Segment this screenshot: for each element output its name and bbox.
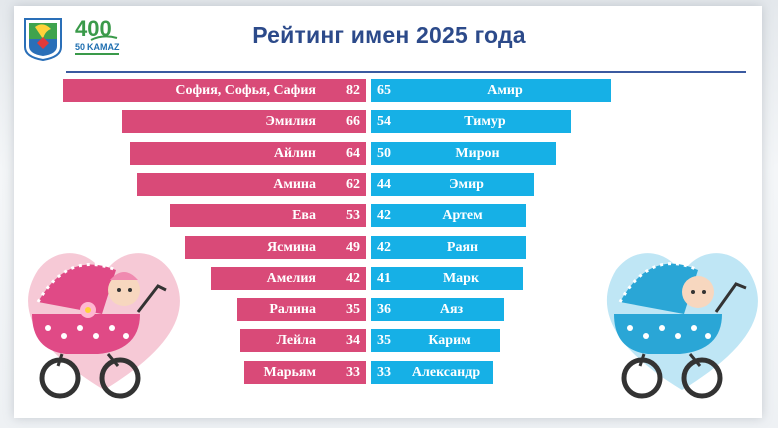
girl-value-label: 35	[346, 302, 360, 317]
girl-value-label: 66	[346, 114, 360, 129]
boy-value-label: 33	[377, 365, 391, 380]
boy-value-label: 41	[377, 271, 391, 286]
boy-value-label: 35	[377, 333, 391, 348]
kamaz-text: KAMAZ	[87, 42, 120, 52]
girl-name-label: Айлин	[273, 146, 316, 161]
boy-value-label: 44	[377, 177, 391, 192]
boy-name-label: Карим	[428, 333, 471, 348]
girl-bar: Амелия 42	[211, 267, 366, 290]
girl-name-label: Амелия	[266, 271, 316, 286]
boy-bar: Мирон 50	[371, 142, 556, 165]
kamaz-number: 50	[75, 42, 85, 52]
girl-name-label: София, Софья, Сафия	[175, 83, 316, 98]
girl-value-label: 62	[346, 177, 360, 192]
boy-bar: Раян 42	[371, 236, 526, 259]
girl-name-label: Ралина	[269, 302, 316, 317]
girl-bar: Ралина 35	[237, 298, 366, 321]
boy-value-label: 65	[377, 83, 391, 98]
girl-name-label: Ясмина	[267, 240, 316, 255]
girl-value-label: 53	[346, 208, 360, 223]
girl-name-label: Эмилия	[265, 114, 316, 129]
girl-bar: Ева 53	[170, 204, 366, 227]
page-title: Рейтинг имен 2025 года	[252, 22, 526, 48]
boy-value-label: 42	[377, 208, 391, 223]
girl-name-label: Амина	[273, 177, 316, 192]
boy-bar: Карим 35	[371, 329, 500, 352]
boy-name-label: Раян	[446, 240, 479, 255]
boy-value-label: 54	[377, 114, 391, 129]
boy-name-label: Александр	[411, 365, 481, 380]
boy-bar: Аяз 36	[371, 298, 504, 321]
girl-bar: Лейла 34	[240, 329, 366, 352]
boy-value-label: 42	[377, 240, 391, 255]
boy-value-label: 50	[377, 146, 391, 161]
girl-name-label: Лейла	[276, 333, 316, 348]
girl-bar: Ясмина 49	[185, 236, 366, 259]
girl-pram-illustration	[28, 253, 180, 399]
kamaz-anniversary-logo: 400 50 KAMAZ	[75, 16, 120, 55]
boy-bar: Александр 33	[371, 361, 493, 384]
girl-value-label: 42	[346, 271, 360, 286]
girl-bar: Айлин 64	[130, 142, 366, 165]
boy-name-label: Амир	[487, 83, 523, 98]
girl-bar: София, Софья, Сафия 82	[63, 79, 366, 102]
girl-value-label: 64	[346, 146, 360, 161]
boy-name-label: Тимур	[464, 114, 506, 129]
boy-pram-illustration	[606, 253, 758, 399]
boy-name-label: Мирон	[455, 146, 500, 161]
boy-name-label: Марк	[442, 271, 480, 286]
boy-bar: Артем 42	[371, 204, 526, 227]
boy-bar: Амир 65	[371, 79, 611, 102]
girl-value-label: 49	[346, 240, 360, 255]
girl-bar: Марьям 33	[244, 361, 366, 384]
boy-name-label: Аяз	[439, 302, 464, 317]
girl-bar: Эмилия 66	[122, 110, 366, 133]
boy-value-label: 36	[377, 302, 391, 317]
girl-bar: Амина 62	[137, 173, 366, 196]
boy-bar: Марк 41	[371, 267, 523, 290]
title-divider	[66, 71, 746, 73]
boy-name-label: Эмир	[449, 177, 484, 192]
girl-value-label: 34	[346, 333, 360, 348]
girl-name-label: Марьям	[263, 365, 316, 380]
girl-value-label: 33	[346, 365, 360, 380]
boy-name-label: Артем	[442, 208, 483, 223]
girl-value-label: 82	[346, 83, 360, 98]
girl-name-label: Ева	[292, 208, 316, 223]
city-emblem-logo	[24, 18, 62, 61]
boy-bar: Тимур 54	[371, 110, 571, 133]
boy-bar: Эмир 44	[371, 173, 534, 196]
